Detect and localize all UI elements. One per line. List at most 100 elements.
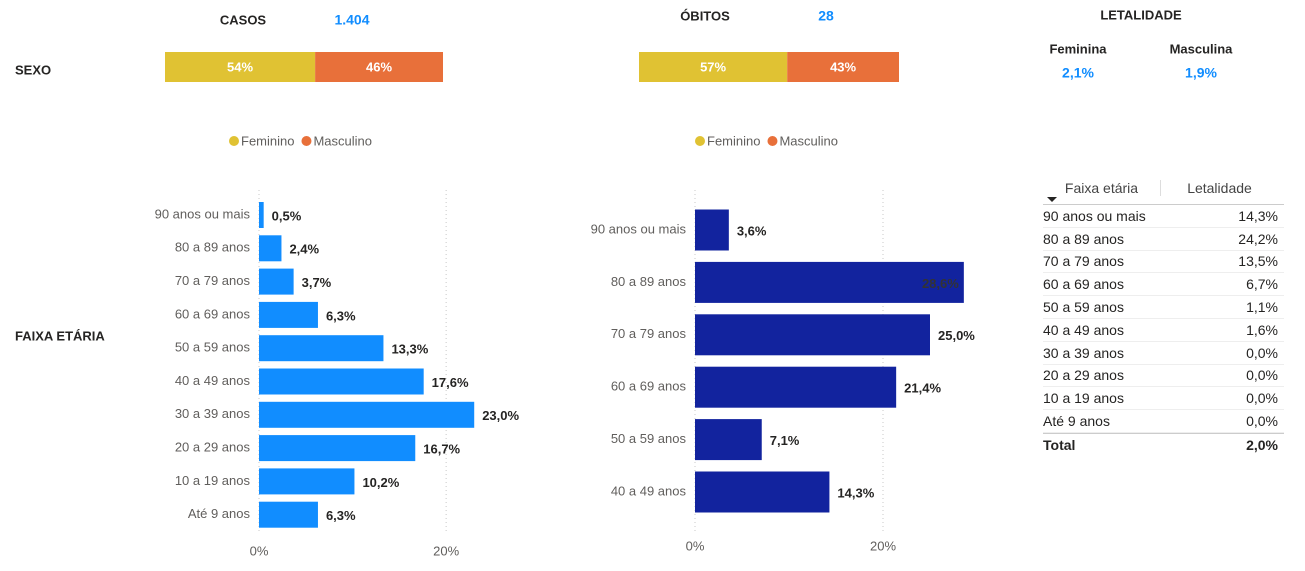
bar [695,419,762,461]
kpi-value: 2,1% [1062,65,1094,81]
bar [259,268,294,295]
x-tick-label: 0% [250,543,269,558]
table-cell: 80 a 89 anos [1043,230,1124,247]
row-label: SEXO [15,62,51,77]
bar [695,471,830,513]
table-cell: 2,0% [1246,436,1278,453]
table-cell: 0,0% [1246,344,1278,361]
y-tick-label: 90 anos ou mais [591,221,687,236]
data-label: 14,3% [837,485,874,500]
legend-label: Masculino [779,133,838,148]
legend-marker [301,136,312,146]
bar [259,468,355,495]
bar [259,235,282,262]
y-tick-label: 60 a 69 anos [611,379,687,394]
y-tick-label: 30 a 39 anos [175,406,251,421]
data-label: 46% [366,59,392,74]
kpi-label: ÓBITOS [680,8,730,23]
data-label: 3,7% [302,275,332,290]
section-title: LETALIDADE [1100,7,1182,22]
bar [695,314,930,356]
y-tick-label: 60 a 69 anos [175,306,251,321]
data-label: 17,6% [432,375,469,390]
data-label: 57% [700,59,726,74]
table-cell: 50 a 59 anos [1043,299,1124,316]
table-cell: 14,3% [1238,207,1278,224]
y-tick-label: 10 a 19 anos [175,473,251,488]
table-cell: Total [1043,436,1076,453]
table-cell: Letalidade [1187,180,1252,196]
y-tick-label: Até 9 anos [188,506,251,521]
table-row: 70 a 79 anos 13,5% [1043,251,1284,274]
table-cell: 90 anos ou mais [1043,207,1146,224]
table-row: 80 a 89 anos 24,2% [1043,228,1284,251]
legend-marker [229,136,239,146]
kpi-label: Masculina [1170,41,1234,56]
table-cell: 10 a 19 anos [1043,390,1124,407]
x-tick-label: 20% [870,538,896,553]
table-cell: 13,5% [1238,253,1278,270]
bar-segment [787,52,899,82]
bar [259,202,264,228]
legend-marker [767,136,778,146]
legend-label: Masculino [313,133,372,148]
table-cell: 30 a 39 anos [1043,344,1124,361]
kpi-value: 1.404 [334,12,369,28]
data-label: 3,6% [737,223,767,238]
bar [695,261,964,303]
bar [259,368,424,395]
y-tick-label: 20 a 29 anos [175,440,251,455]
table-row: 30 a 39 anos 0,0% [1043,342,1284,365]
table-cell: 20 a 29 anos [1043,367,1124,384]
row-label: FAIXA ETÁRIA [15,328,105,343]
x-tick-label: 20% [433,543,459,558]
table-row: 90 anos ou mais 14,3% [1043,205,1284,228]
data-label: 28,6% [922,276,959,291]
y-tick-label: 70 a 79 anos [611,326,687,341]
y-tick-label: 40 a 49 anos [175,373,251,388]
data-label: 23,0% [482,408,519,423]
y-tick-label: 80 a 89 anos [611,274,687,289]
bar-segment [165,52,316,82]
table-cell: 0,0% [1246,367,1278,384]
table-row: 50 a 59 anos 1,1% [1043,296,1284,319]
kpi-label: Feminina [1049,41,1107,56]
y-tick-label: 80 a 89 anos [175,240,251,255]
data-label: 21,4% [904,381,941,396]
table-cell: 40 a 49 anos [1043,321,1124,338]
table: Faixa etária Letalidade 90 anos ou mais 14,… [1043,172,1284,456]
data-label: 13,3% [391,342,428,357]
table-cell: Até 9 anos [1043,413,1110,430]
y-tick-label: 50 a 59 anos [175,340,251,355]
legend-label: Feminino [707,133,760,148]
data-label: 25,0% [938,328,975,343]
table-row: 60 a 69 anos 6,7% [1043,273,1284,297]
bar-segment [315,52,443,82]
data-label: 6,3% [326,308,356,323]
bar [259,335,384,362]
table-row: Faixa etária Letalidade [1043,172,1284,205]
data-label: 0,5% [272,208,302,223]
table-cell: Faixa etária [1043,180,1161,196]
legend-label: Feminino [241,133,294,148]
table-cell: 6,7% [1246,276,1278,293]
table-cell: 24,2% [1238,230,1278,247]
y-tick-label: 90 anos ou mais [155,206,251,221]
table-cell: 70 a 79 anos [1043,253,1124,270]
table-row: 10 a 19 anos 0,0% [1043,387,1284,411]
bar [695,209,729,251]
bar [259,301,318,328]
kpi-value: 1,9% [1185,65,1217,81]
table-row: 20 a 29 anos 0,0% [1043,365,1284,388]
bar [259,501,318,528]
table-row: Total 2,0% [1043,432,1284,456]
data-label: 16,7% [423,442,460,457]
table-row: 40 a 49 anos 1,6% [1043,319,1284,342]
data-label: 7,1% [770,433,800,448]
sort-arrow[interactable] [1047,197,1057,202]
table-cell: 1,1% [1246,299,1278,316]
table-row: Até 9 anos 0,0% [1043,410,1284,433]
table-cell: 60 a 69 anos [1043,276,1124,293]
